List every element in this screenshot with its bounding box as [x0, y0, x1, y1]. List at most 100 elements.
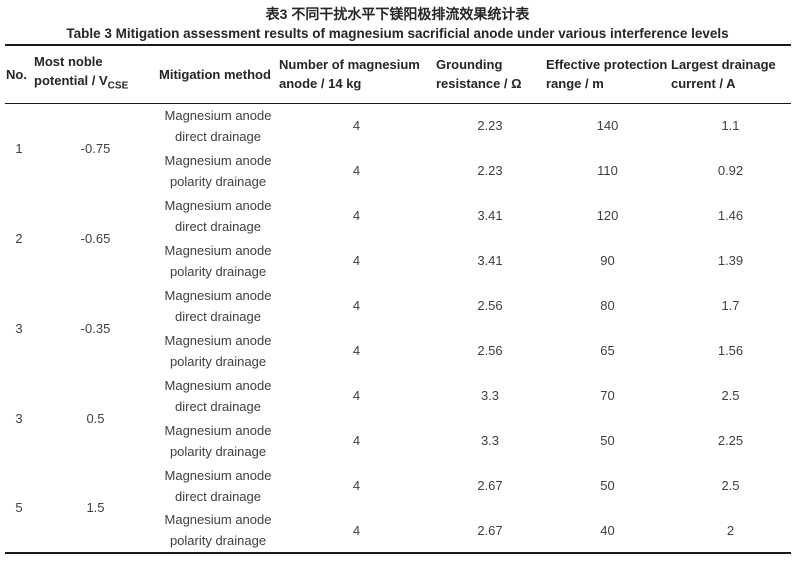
grounding-resistance-cell: 2.67	[477, 478, 503, 493]
drainage-current-cell: 2	[726, 522, 735, 538]
method-line: polarity drainage	[169, 173, 267, 189]
header-most-noble-potential: Most noble potential / VCSE	[34, 54, 129, 93]
method-line: polarity drainage	[169, 263, 267, 279]
protection-range-cell: 110	[597, 163, 618, 178]
anode-count-cell: 4	[352, 118, 361, 134]
grounding-resistance-cell: 3.41	[477, 253, 503, 268]
method-line: Magnesium anode	[164, 107, 272, 123]
row-number-cell: 2	[15, 230, 23, 246]
anode-count-cell: 4	[352, 298, 361, 313]
row-number-cell: 5	[15, 500, 23, 515]
mitigation-assessment-table: No. Most noble potential / VCSE Mitigati…	[5, 44, 791, 554]
method-cell: Magnesium anode direct drainage	[158, 103, 278, 148]
table-caption: 表3 不同干扰水平下镁阳极排流效果统计表 Table 3 Mitigation …	[0, 0, 795, 42]
table-row: Magnesium anode polarity drainage 4 2.56 65 1…	[5, 328, 791, 373]
grounding-resistance-cell: 3.41	[477, 208, 503, 223]
method-line: direct drainage	[175, 218, 261, 234]
protection-range-cell: 90	[600, 253, 615, 268]
method-line: Magnesium anode	[164, 152, 272, 168]
row-number-cell: 1	[15, 140, 23, 156]
anode-count-cell: 4	[352, 208, 361, 223]
protection-range-cell: 40	[600, 522, 615, 538]
grounding-resistance-cell: 2.56	[477, 343, 503, 358]
protection-range-cell: 50	[600, 433, 615, 448]
table-row: 3 -0.35 Magnesium anode direct drainage 4 2.5…	[5, 283, 791, 336]
protection-range-cell: 65	[600, 343, 615, 358]
method-line: polarity drainage	[169, 443, 267, 459]
table-title-chinese: 表3 不同干扰水平下镁阳极排流效果统计表	[265, 6, 530, 22]
method-line: Magnesium anode	[164, 422, 272, 438]
anode-count-cell: 4	[352, 163, 361, 178]
row-number-cell: 3	[15, 410, 23, 426]
method-line: Magnesium anode	[164, 467, 272, 483]
drainage-current-cell: 0.92	[717, 163, 744, 178]
header-protection-range: Effective protection range / m	[546, 57, 668, 92]
method-cell: Magnesium anode polarity drainage	[158, 508, 278, 553]
protection-range-cell: 120	[596, 208, 619, 223]
potential-cell: -0.75	[80, 140, 111, 156]
potential-cell: -0.65	[80, 230, 111, 246]
drainage-current-cell: 2.5	[721, 388, 740, 403]
table-row: 5 1.5 Magnesium anode direct drainage 4 2.67 5…	[5, 463, 791, 516]
anode-count-cell: 4	[352, 478, 361, 493]
potential-cell: 0.5	[86, 410, 105, 426]
table-row: Magnesium anode polarity drainage 4 3.41 90 1…	[5, 238, 791, 283]
method-cell: Magnesium anode direct drainage	[158, 463, 278, 508]
drainage-current-cell: 1.1	[721, 118, 740, 134]
protection-range-cell: 70	[600, 388, 615, 403]
subscript-cse: CSE	[107, 81, 129, 93]
drainage-current-cell: 1.46	[717, 208, 744, 223]
method-line: direct drainage	[175, 308, 261, 324]
method-line: direct drainage	[175, 128, 261, 144]
grounding-resistance-cell: 3.3	[480, 433, 500, 448]
grounding-resistance-cell: 3.3	[480, 388, 500, 403]
anode-count-cell: 4	[352, 433, 361, 448]
grounding-resistance-cell: 2.67	[477, 522, 503, 538]
drainage-current-cell: 1.56	[717, 343, 744, 358]
anode-count-cell: 4	[352, 253, 361, 268]
method-cell: Magnesium anode direct drainage	[158, 193, 278, 238]
method-cell: Magnesium anode polarity drainage	[158, 148, 278, 193]
drainage-current-cell: 2.5	[721, 478, 740, 493]
drainage-current-cell: 1.39	[717, 253, 744, 268]
grounding-resistance-cell: 2.56	[477, 298, 503, 313]
method-cell: Magnesium anode direct drainage	[158, 283, 278, 328]
table-header-row: No. Most noble potential / VCSE Mitigati…	[5, 45, 791, 103]
method-cell: Magnesium anode polarity drainage	[158, 238, 278, 283]
anode-count-cell: 4	[352, 343, 361, 358]
table-row: 2 -0.65 Magnesium anode direct drainage 4 3.4…	[5, 193, 791, 246]
table-row: 1 -0.75 Magnesium anode direct drainage 4 2.2…	[5, 103, 791, 156]
grounding-resistance-cell: 2.23	[477, 163, 503, 178]
header-no: No.	[6, 66, 27, 82]
method-cell: Magnesium anode polarity drainage	[158, 328, 278, 373]
anode-count-cell: 4	[352, 388, 361, 403]
header-drainage-current: Largest drainage current / A	[671, 57, 776, 92]
method-line: direct drainage	[175, 398, 261, 414]
table-body: 1 -0.75 Magnesium anode direct drainage 4 2.2…	[5, 103, 791, 553]
method-line: Magnesium anode	[164, 512, 272, 527]
table-row: Magnesium anode polarity drainage 4 2.23 110…	[5, 148, 791, 193]
row-number-cell: 3	[15, 320, 23, 336]
method-line: Magnesium anode	[164, 287, 272, 303]
protection-range-cell: 140	[596, 118, 619, 134]
table-row: Magnesium anode polarity drainage 4 2.67 40 2	[5, 508, 791, 553]
method-line: Magnesium anode	[164, 197, 272, 213]
drainage-current-cell: 2.25	[717, 433, 744, 448]
potential-cell: 1.5	[86, 500, 105, 515]
header-anode-number: Number of magnesium anode / 14 kg	[279, 57, 420, 92]
method-cell: Magnesium anode polarity drainage	[158, 418, 278, 463]
table-title-english: Table 3 Mitigation assessment results of…	[66, 26, 729, 41]
protection-range-cell: 50	[600, 478, 615, 493]
method-line: direct drainage	[175, 488, 261, 504]
header-grounding-resistance: Grounding resistance / Ω	[436, 57, 522, 92]
table-row: Magnesium anode polarity drainage 4 3.3 50 2.…	[5, 418, 791, 463]
method-line: Magnesium anode	[164, 377, 272, 393]
drainage-current-cell: 1.7	[721, 298, 740, 313]
table-row: 3 0.5 Magnesium anode direct drainage 4 3.3 70…	[5, 373, 791, 426]
anode-count-cell: 4	[352, 522, 361, 538]
potential-cell: -0.35	[80, 320, 111, 336]
method-cell: Magnesium anode direct drainage	[158, 373, 278, 418]
method-line: Magnesium anode	[164, 242, 272, 258]
grounding-resistance-cell: 2.23	[477, 118, 503, 134]
protection-range-cell: 80	[600, 298, 615, 313]
